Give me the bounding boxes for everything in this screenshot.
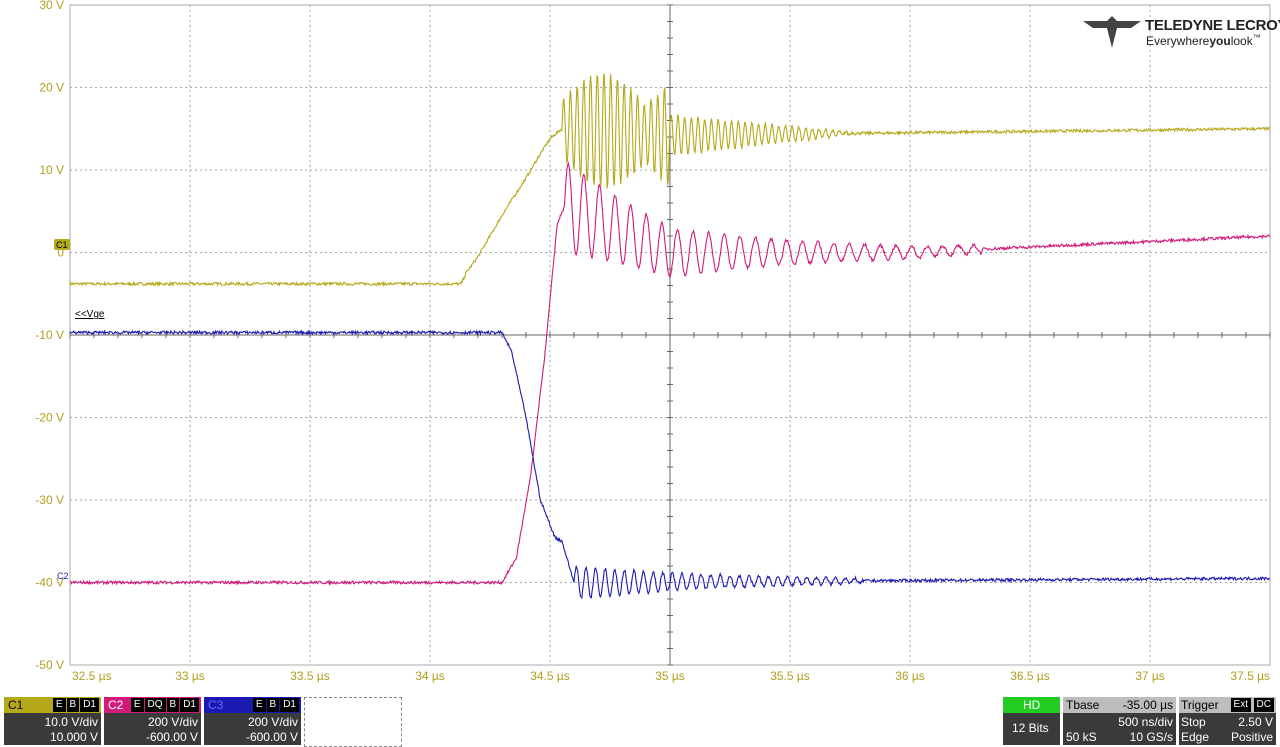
channel-c3-flags: E B D1 bbox=[252, 698, 299, 712]
x-tick-label: 36.5 µs bbox=[1010, 669, 1050, 683]
brand-logo: TELEDYNE LECROY Everywhereyoulook™ bbox=[1083, 16, 1280, 50]
y-tick-label: -30 V bbox=[35, 493, 64, 507]
x-tick-label: 33 µs bbox=[175, 669, 205, 683]
channel-markers: C1 C2 <<Vge bbox=[54, 239, 105, 581]
grid bbox=[69, 4, 1271, 666]
flag: B bbox=[166, 698, 180, 712]
channel-c1-vdiv: 10.0 V/div bbox=[44, 715, 98, 729]
x-tick-label: 37 µs bbox=[1135, 669, 1165, 683]
y-tick-label: -50 V bbox=[35, 658, 64, 672]
traces bbox=[69, 73, 1271, 600]
x-tick-label: 35.5 µs bbox=[770, 669, 810, 683]
channel-c1-name: C1 bbox=[8, 698, 24, 712]
x-tick-label: 32.5 µs bbox=[72, 669, 112, 683]
flag: E bbox=[130, 698, 144, 712]
flag: D1 bbox=[80, 698, 99, 712]
channel-c1-flags: E B D1 bbox=[52, 698, 99, 712]
trigger-type: Edge bbox=[1181, 730, 1210, 744]
channel-c3-offset: -600.00 V bbox=[245, 730, 298, 744]
hd-label: HD bbox=[1023, 698, 1041, 712]
timebase-samples: 50 kS bbox=[1066, 730, 1097, 744]
channel-c3-descriptor[interactable]: C3 E B D1 200 V/div -600.00 V bbox=[204, 697, 301, 745]
brand-name: TELEDYNE LECROY bbox=[1145, 17, 1280, 34]
trace-c3 bbox=[69, 329, 1270, 600]
lecroy-logo-icon bbox=[1083, 16, 1141, 48]
channel-c2-offset: -600.00 V bbox=[145, 730, 198, 744]
x-tick-label: 37.5 µs bbox=[1230, 669, 1270, 683]
channel-c3-vdiv: 200 V/div bbox=[247, 715, 298, 729]
trigger-coupling-flag: DC bbox=[1253, 698, 1274, 712]
trace-c2 bbox=[69, 161, 1271, 587]
y-tick-label: 0 bbox=[57, 246, 64, 260]
brand-tagline: Everywhereyoulook™ bbox=[1146, 33, 1261, 48]
channel-c1-offset: 10.000 V bbox=[49, 730, 98, 744]
channel-c3-name: C3 bbox=[208, 698, 224, 712]
y-tick-label: 20 V bbox=[39, 81, 64, 95]
trigger-label: Trigger bbox=[1181, 698, 1219, 712]
trigger-descriptor[interactable]: Trigger Ext DC Stop 2.50 V Edge Positive bbox=[1179, 697, 1276, 745]
trigger-mode: Stop bbox=[1181, 715, 1206, 729]
channel-c2-descriptor[interactable]: C2 E DQ B D1 200 V/div -600.00 V bbox=[104, 697, 201, 745]
y-tick-label: 30 V bbox=[39, 0, 64, 12]
channel-c2-vdiv: 200 V/div bbox=[147, 715, 198, 729]
timebase-delay: -35.00 µs bbox=[1122, 698, 1173, 712]
bottom-status-bar: C1 E B D1 10.0 V/div 10.000 V C2 E DQ B … bbox=[0, 690, 1280, 747]
hd-bits: 12 Bits bbox=[1012, 721, 1049, 735]
trace-c1 bbox=[69, 73, 1270, 288]
channel-c1-descriptor[interactable]: C1 E B D1 10.0 V/div 10.000 V bbox=[4, 697, 101, 745]
timebase-label: Tbase bbox=[1066, 698, 1100, 712]
flag: DQ bbox=[144, 698, 166, 712]
tagline-part-1: Everywhere bbox=[1146, 34, 1210, 48]
x-tick-label: 33.5 µs bbox=[290, 669, 330, 683]
tagline-tm: ™ bbox=[1252, 33, 1261, 42]
x-tick-label: 36 µs bbox=[895, 669, 925, 683]
hd-descriptor[interactable]: HD 12 Bits bbox=[1003, 697, 1060, 745]
timebase-rate: 10 GS/s bbox=[1129, 730, 1173, 744]
x-tick-label: 34.5 µs bbox=[530, 669, 570, 683]
x-tick-label: 35 µs bbox=[655, 669, 685, 683]
c1-marker-label: C1 bbox=[56, 240, 68, 250]
c2-marker-label: C2 bbox=[57, 571, 69, 581]
flag: D1 bbox=[280, 698, 299, 712]
y-tick-label: -40 V bbox=[35, 576, 64, 590]
waveform-plot: 30 V 20 V 10 V 0 -10 V -20 V -30 V -40 V -50 V 32… bbox=[35, 0, 1271, 683]
tick-labels: 30 V 20 V 10 V 0 -10 V -20 V -30 V -40 V -50 V 32… bbox=[35, 0, 1270, 683]
timebase-header bbox=[1063, 697, 1176, 713]
x-tick-label: 34 µs bbox=[415, 669, 445, 683]
y-tick-label: -10 V bbox=[35, 328, 64, 342]
tagline-part-2: you bbox=[1209, 34, 1231, 48]
trigger-source-flag: Ext bbox=[1230, 698, 1251, 712]
flag: D1 bbox=[180, 698, 199, 712]
timebase-descriptor[interactable]: Tbase -35.00 µs 500 ns/div 50 kS 10 GS/s bbox=[1063, 697, 1176, 745]
empty-descriptor-slot[interactable] bbox=[304, 697, 402, 747]
channel-c2-flags: E DQ B D1 bbox=[130, 698, 199, 712]
tagline-part-3: look bbox=[1230, 34, 1253, 48]
c1-ground-marker bbox=[54, 239, 70, 250]
vge-label: <<Vge bbox=[75, 309, 105, 320]
y-tick-label: -20 V bbox=[35, 411, 64, 425]
flag: E bbox=[52, 698, 66, 712]
trigger-slope: Positive bbox=[1230, 730, 1273, 744]
hd-header bbox=[1003, 697, 1060, 713]
flag: B bbox=[266, 698, 280, 712]
trigger-header bbox=[1179, 697, 1276, 713]
channel-c2-name: C2 bbox=[108, 698, 124, 712]
flag: B bbox=[66, 698, 80, 712]
y-tick-label: 10 V bbox=[39, 163, 64, 177]
trigger-level: 2.50 V bbox=[1238, 715, 1273, 729]
flag: E bbox=[252, 698, 266, 712]
timebase-tdiv: 500 ns/div bbox=[1118, 715, 1173, 729]
